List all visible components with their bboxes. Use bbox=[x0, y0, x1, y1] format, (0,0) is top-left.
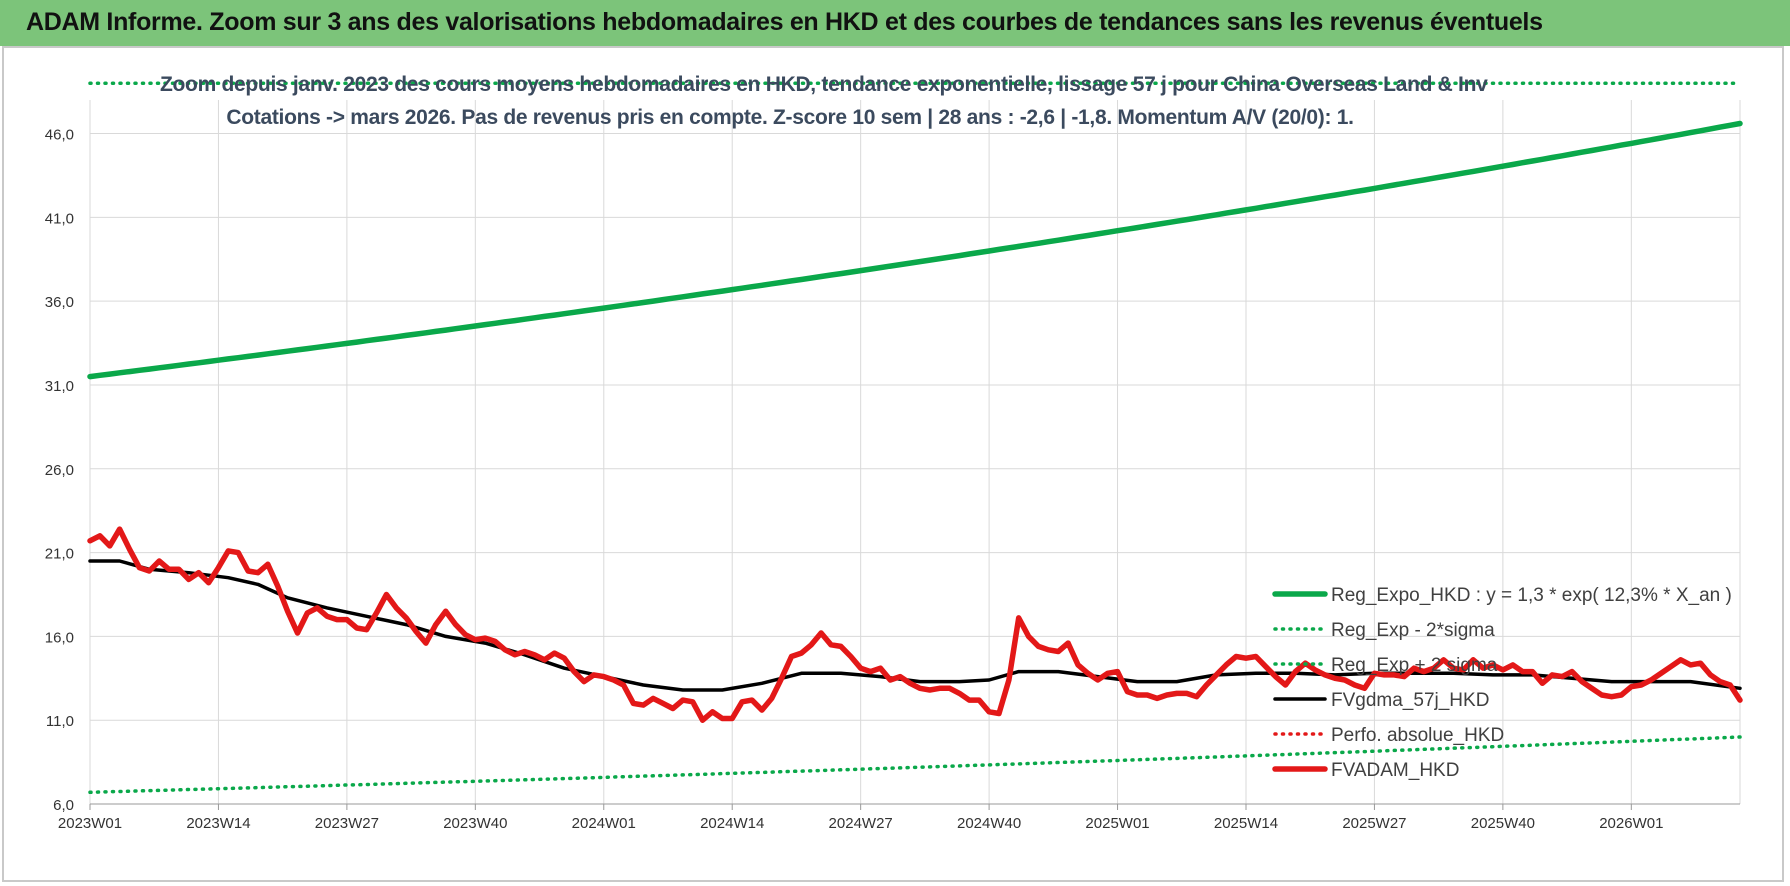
chart-frame bbox=[2, 46, 1784, 882]
x-tick-label: 2025W01 bbox=[1085, 815, 1149, 832]
y-tick-label: 46,0 bbox=[45, 127, 74, 144]
legend-label: Reg_Expo_HKD : y = 1,3 * exp( 12,3% * X_… bbox=[1331, 585, 1732, 606]
y-axis-ticks: 6,0 11,0 16,0 21,0 26,0 31,0 36,0 41,0 46,0 bbox=[45, 127, 74, 814]
y-tick-label: 16,0 bbox=[45, 629, 74, 646]
legend-label: Perfo. absolue_HKD bbox=[1331, 725, 1504, 746]
legend-label: Reg_Exp - 2*sigma bbox=[1331, 620, 1495, 641]
y-tick-label: 31,0 bbox=[45, 378, 74, 395]
y-tick-label: 41,0 bbox=[45, 210, 74, 227]
y-tick-label: 6,0 bbox=[53, 797, 74, 814]
horizontal-gridlines bbox=[90, 133, 1740, 805]
series-layer bbox=[87, 81, 1743, 795]
x-tick-label: 2024W40 bbox=[957, 815, 1021, 832]
x-tick-label: 2025W14 bbox=[1214, 815, 1278, 832]
series-line-5 bbox=[87, 526, 1743, 723]
y-tick-label: 21,0 bbox=[45, 546, 74, 563]
title-banner: ADAM Informe. Zoom sur 3 ans des valoris… bbox=[0, 0, 1790, 46]
legend-label: FVgdma_57j_HKD bbox=[1331, 690, 1489, 711]
x-tick-label: 2024W27 bbox=[829, 815, 893, 832]
y-tick-label: 11,0 bbox=[46, 713, 74, 730]
x-tick-label: 2023W14 bbox=[186, 815, 250, 832]
x-axis-ticks: 2023W01 2023W14 2023W27 2023W40 2024W01 2024W… bbox=[58, 803, 1740, 832]
x-tick-label: 2025W40 bbox=[1471, 815, 1535, 832]
y-tick-label: 26,0 bbox=[45, 462, 74, 479]
chart-title: Zoom depuis janv. 2023 des cours moyens … bbox=[160, 73, 1488, 96]
chart-subtitle: Cotations -> mars 2026. Pas de revenus p… bbox=[226, 106, 1354, 129]
legend-label: FVADAM_HKD bbox=[1331, 760, 1459, 781]
y-tick-label: 36,0 bbox=[45, 294, 74, 311]
x-tick-label: 2023W40 bbox=[443, 815, 507, 832]
x-tick-label: 2026W01 bbox=[1599, 815, 1663, 832]
vertical-gridlines bbox=[89, 100, 1741, 804]
x-tick-label: 2023W27 bbox=[315, 815, 379, 832]
legend: Reg_Expo_HKD : y = 1,3 * exp( 12,3% * X_… bbox=[1272, 585, 1732, 781]
series-line-1 bbox=[88, 735, 1742, 795]
series-line-0 bbox=[87, 120, 1743, 380]
report-title: ADAM Informe. Zoom sur 3 ans des valoris… bbox=[26, 8, 1543, 36]
legend-label: Reg_Exp + 2 sigma bbox=[1331, 655, 1498, 676]
x-tick-label: 2024W14 bbox=[700, 815, 764, 832]
x-tick-label: 2025W27 bbox=[1342, 815, 1406, 832]
x-tick-label: 2024W01 bbox=[572, 815, 636, 832]
x-tick-label: 2023W01 bbox=[58, 815, 122, 832]
